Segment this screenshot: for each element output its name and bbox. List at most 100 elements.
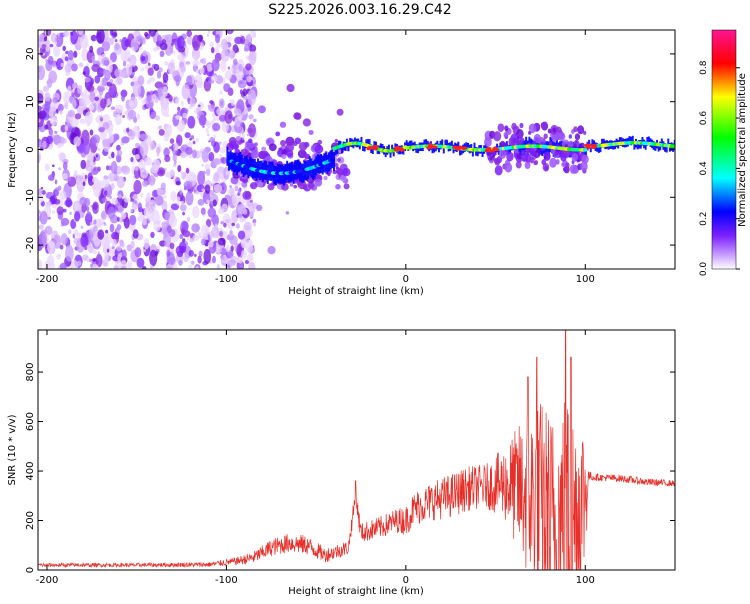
- spectrogram-noise-blob: [182, 211, 185, 216]
- spectrogram-noise-blob: [80, 159, 87, 170]
- spectrogram-noise-blob: [188, 264, 193, 269]
- spectrogram-noise-blob: [177, 106, 181, 111]
- spectrogram-blob: [293, 184, 298, 189]
- spectrogram-noise-blob: [156, 70, 162, 79]
- spectrogram-noise-blob: [201, 164, 204, 167]
- spectrogram-noise-blob: [168, 94, 173, 102]
- spectrogram-band-cell: [266, 164, 269, 184]
- spectrogram-noise-blob: [248, 261, 256, 269]
- spectrogram-blob: [307, 182, 315, 190]
- spectrogram-noise-blob: [116, 144, 121, 152]
- spectrogram-noise-blob: [206, 133, 210, 137]
- spectrogram-noise-blob: [120, 265, 127, 269]
- spectrogram-noise-blob: [230, 245, 234, 252]
- spectrogram-blob: [336, 108, 344, 116]
- spectrogram-blob: [294, 112, 302, 120]
- spectrogram-noise-blob: [242, 132, 245, 138]
- spectrogram-noise-blob: [154, 250, 159, 257]
- spectrogram-band-cell: [308, 156, 311, 176]
- spectrogram-band-cell: [476, 147, 479, 157]
- spectrogram-band-cell: [389, 149, 392, 158]
- spectrogram-noise-blob: [246, 75, 252, 83]
- spectrogram-noise-blob: [249, 30, 256, 39]
- spectrogram-band-cell: [618, 137, 621, 146]
- spectrogram-noise-blob: [72, 82, 77, 90]
- spectrogram-noise-blob: [125, 63, 133, 76]
- spectrogram-noise-blob: [138, 96, 142, 100]
- spectrogram-noise-blob: [79, 34, 89, 50]
- spectrogram-noise-blob: [130, 156, 134, 163]
- spectrogram-noise-blob: [219, 141, 222, 145]
- spectrogram-noise-blob: [140, 192, 143, 198]
- spectrogram-noise-blob: [65, 244, 74, 262]
- spectrogram-noise-blob: [110, 183, 115, 190]
- spectrogram-band-cell: [458, 146, 461, 156]
- spectrogram-blob: [258, 105, 266, 114]
- spectrogram-noise-blob: [162, 195, 167, 199]
- spectrogram-noise-blob: [109, 223, 115, 233]
- spectrogram-noise-blob: [95, 253, 103, 268]
- spectrogram-blob: [498, 149, 507, 159]
- spectrogram-noise-blob: [199, 66, 205, 75]
- spectrogram-noise-blob: [156, 143, 162, 154]
- spectrogram-noise-blob: [64, 125, 69, 132]
- spectrogram-noise-blob: [201, 224, 210, 237]
- spectrogram-noise-blob: [128, 130, 136, 141]
- spectrogram-noise-blob: [130, 198, 135, 202]
- spectrogram-noise-blob: [225, 36, 232, 43]
- spectrogram-noise-blob: [141, 217, 148, 226]
- spectrogram-noise-blob: [90, 263, 93, 268]
- spectrogram-noise-blob: [51, 164, 55, 168]
- spectrogram-noise-blob: [249, 199, 253, 203]
- spectrogram-blob: [544, 165, 548, 171]
- spectrogram-noise-blob: [153, 220, 161, 232]
- spectrogram-blob: [536, 123, 540, 128]
- spectrogram-noise-blob: [167, 62, 175, 75]
- spectrogram-noise-blob: [162, 86, 169, 98]
- spectrogram-blob: [281, 154, 287, 160]
- spectrogram-noise-blob: [122, 110, 128, 115]
- spectrogram-noise-blob: [208, 105, 216, 112]
- spectrogram-noise-blob: [82, 181, 86, 186]
- spectrogram-noise-blob: [95, 142, 99, 147]
- spectrogram-blob: [529, 148, 536, 157]
- spectrogram-noise-blob: [180, 65, 186, 73]
- spectrogram-noise-blob: [114, 38, 118, 43]
- spectrogram-noise-blob: [224, 194, 231, 200]
- spectrogram-noise-blob: [103, 221, 106, 225]
- spectrogram-noise-blob: [99, 117, 103, 122]
- spectrogram-noise-blob: [221, 38, 228, 50]
- spectrogram-noise-blob: [185, 61, 191, 65]
- spectrogram-noise-blob: [81, 48, 89, 62]
- spectrogram-blob: [308, 129, 314, 135]
- spectrogram-blob: [327, 173, 331, 177]
- spectrogram-noise-blob: [129, 214, 137, 226]
- spectrogram-blob: [504, 125, 509, 131]
- spectrogram-noise-blob: [47, 240, 55, 254]
- spectrogram-band-cell: [297, 159, 300, 179]
- snr-y-label: SNR (10 * v/v): [7, 414, 18, 485]
- spectrogram-noise-blob: [114, 42, 120, 51]
- spectrogram-noise-blob: [122, 115, 125, 118]
- spectrogram-blob: [550, 147, 556, 155]
- spectrogram-noise-blob: [116, 245, 122, 252]
- spectrogram-noise-blob: [175, 134, 183, 147]
- spectrogram-noise-blob: [137, 75, 145, 86]
- spectrogram-noise-blob: [235, 223, 240, 229]
- spectrogram-noise-blob: [241, 249, 247, 260]
- spectrogram-noise-blob: [211, 58, 220, 72]
- spectrogram-noise-blob: [98, 126, 105, 133]
- spectrogram-noise-blob: [90, 34, 97, 42]
- spectrogram-blob: [549, 157, 557, 168]
- spectrogram-noise-blob: [176, 200, 180, 206]
- spectrogram-band-cell: [371, 145, 374, 154]
- spectrogram-band-cell: [416, 144, 419, 154]
- spectrogram-band-cell: [273, 165, 276, 185]
- spectrogram-noise-blob: [62, 161, 68, 170]
- spectrogram-noise-blob: [74, 202, 80, 210]
- spectrogram-band-cell: [591, 139, 594, 148]
- spectrogram-noise-blob: [102, 197, 108, 203]
- spectrogram-noise-blob: [107, 206, 116, 219]
- spectrogram-blob: [267, 246, 276, 255]
